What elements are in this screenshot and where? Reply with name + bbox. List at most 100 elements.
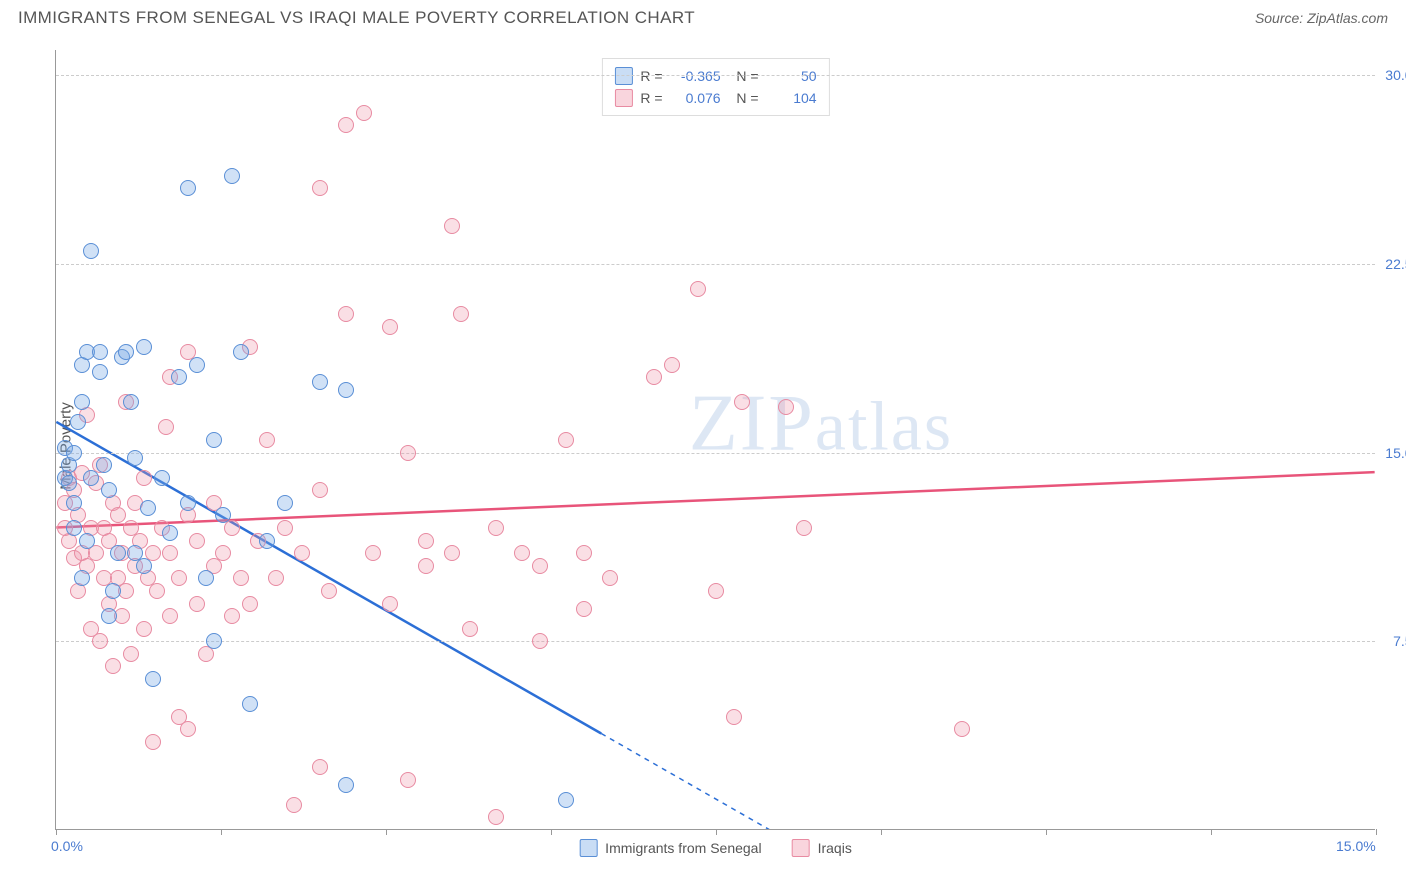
data-point [514,545,530,561]
x-tick-label: 15.0% [1336,838,1376,854]
data-point [110,507,126,523]
data-point [259,533,275,549]
r-value-2: 0.076 [671,90,721,106]
chart-header: IMMIGRANTS FROM SENEGAL VS IRAQI MALE PO… [0,0,1406,34]
data-point [338,382,354,398]
data-point [558,432,574,448]
data-point [96,457,112,473]
data-point [796,520,812,536]
legend-item-1: Immigrants from Senegal [579,839,761,857]
data-point [400,772,416,788]
data-point [418,533,434,549]
x-tick-mark [1376,829,1377,835]
data-point [154,470,170,486]
data-point [105,658,121,674]
data-point [127,545,143,561]
data-point [140,500,156,516]
x-tick-mark [881,829,882,835]
legend-row-series2: R = 0.076 N = 104 [614,87,816,109]
data-point [576,601,592,617]
data-point [462,621,478,637]
data-point [954,721,970,737]
gridline [56,641,1375,642]
n-value-2: 104 [767,90,817,106]
data-point [690,281,706,297]
gridline [56,453,1375,454]
swatch-series2 [614,89,632,107]
data-point [664,357,680,373]
scatter-chart: ZIPatlas R = -0.365 N = 50 R = 0.076 N =… [55,50,1375,830]
x-tick-mark [56,829,57,835]
y-tick-label: 30.0% [1380,67,1406,83]
data-point [189,357,205,373]
data-point [224,608,240,624]
data-point [356,105,372,121]
data-point [312,180,328,196]
legend-label-1: Immigrants from Senegal [605,840,761,856]
y-tick-label: 22.5% [1380,256,1406,272]
chart-source: Source: ZipAtlas.com [1255,10,1388,26]
data-point [726,709,742,725]
data-point [79,533,95,549]
data-point [162,608,178,624]
gridline [56,75,1375,76]
data-point [61,475,77,491]
data-point [708,583,724,599]
data-point [602,570,618,586]
data-point [123,646,139,662]
data-point [101,608,117,624]
x-tick-mark [1211,829,1212,835]
data-point [162,525,178,541]
data-point [286,797,302,813]
data-point [558,792,574,808]
data-point [215,507,231,523]
data-point [189,596,205,612]
data-point [532,633,548,649]
data-point [180,180,196,196]
data-point [277,495,293,511]
data-point [171,369,187,385]
data-point [233,344,249,360]
data-point [105,583,121,599]
data-point [259,432,275,448]
data-point [149,583,165,599]
data-point [110,545,126,561]
legend-item-2: Iraqis [792,839,852,857]
data-point [242,696,258,712]
data-point [312,759,328,775]
chart-title: IMMIGRANTS FROM SENEGAL VS IRAQI MALE PO… [18,8,695,28]
data-point [145,734,161,750]
x-tick-mark [716,829,717,835]
x-tick-mark [1046,829,1047,835]
data-point [92,344,108,360]
data-point [74,394,90,410]
data-point [488,520,504,536]
data-point [66,495,82,511]
data-point [127,450,143,466]
data-point [171,570,187,586]
data-point [206,432,222,448]
x-tick-label: 0.0% [51,838,83,854]
data-point [444,218,460,234]
data-point [418,558,434,574]
data-point [338,777,354,793]
data-point [338,117,354,133]
data-point [294,545,310,561]
data-point [488,809,504,825]
gridline [56,264,1375,265]
data-point [92,633,108,649]
data-point [444,545,460,561]
y-tick-label: 15.0% [1380,445,1406,461]
data-point [66,520,82,536]
data-point [277,520,293,536]
data-point [268,570,284,586]
data-point [136,470,152,486]
data-point [365,545,381,561]
data-point [242,596,258,612]
data-point [312,374,328,390]
data-point [92,364,108,380]
data-point [70,414,86,430]
legend-label-2: Iraqis [818,840,852,856]
data-point [162,545,178,561]
data-point [123,394,139,410]
